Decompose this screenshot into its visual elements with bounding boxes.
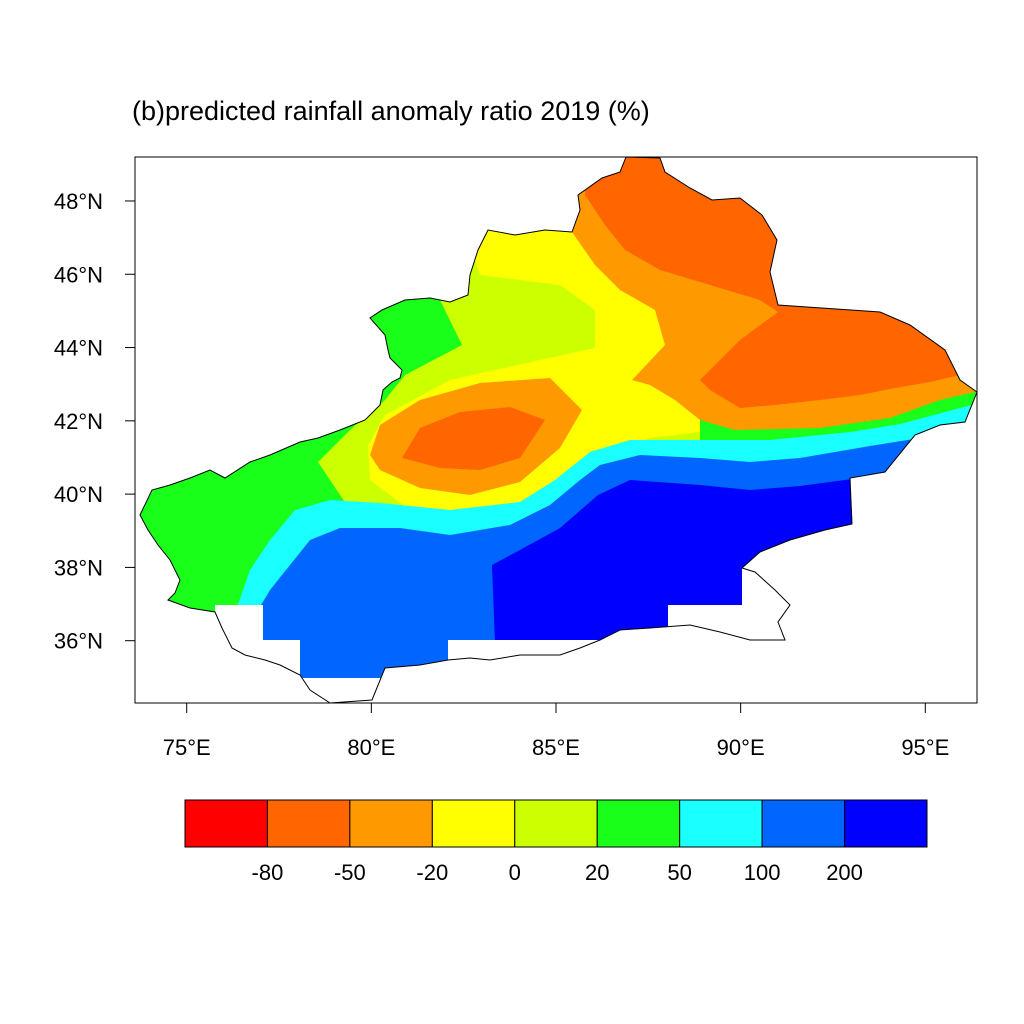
colorbar-swatch (431, 799, 516, 848)
y-tick-label: 42°N (54, 409, 103, 434)
x-tick-label: 95°E (901, 735, 949, 760)
missing-data-block (298, 678, 398, 703)
colorbar-label: -20 (416, 860, 448, 885)
colorbar-swatch (184, 799, 268, 848)
x-tick-label: 90°E (717, 735, 765, 760)
contour-field (140, 157, 977, 703)
y-tick-label: 44°N (54, 336, 103, 361)
missing-data-block (260, 640, 300, 703)
missing-data-block (742, 568, 802, 628)
contour-darkorange-central (402, 407, 545, 470)
map-axes: 75°E 80°E 85°E 90°E 95°E 36°N 38°N 40°N 42°N 44°N… (54, 189, 949, 760)
colorbar: -80 -50 -20 0 20 50 100 200 (184, 799, 928, 885)
missing-data-block (215, 605, 263, 703)
y-tick-label: 40°N (54, 482, 103, 507)
colorbar-label: 50 (667, 860, 691, 885)
x-tick-label: 80°E (347, 735, 395, 760)
colorbar-swatch (514, 799, 598, 848)
region-boundary (139, 156, 978, 704)
colorbar-swatch (349, 799, 433, 848)
colorbar-label: 200 (826, 860, 863, 885)
colorbar-swatch (844, 799, 928, 848)
colorbar-label: -80 (252, 860, 284, 885)
x-tick-label: 75°E (163, 735, 211, 760)
y-tick-label: 38°N (54, 555, 103, 580)
map-title: (b)predicted rainfall anomaly ratio 2019… (132, 96, 650, 126)
colorbar-label: 20 (585, 860, 609, 885)
x-tick-label: 85°E (532, 735, 580, 760)
colorbar-label: 100 (744, 860, 781, 885)
colorbar-swatch (266, 799, 351, 848)
colorbar-swatch (679, 799, 763, 848)
y-tick-label: 48°N (54, 189, 103, 214)
missing-data-block (496, 640, 606, 703)
colorbar-swatch (596, 799, 681, 848)
colorbar-label: 0 (509, 860, 521, 885)
colorbar-swatch (761, 799, 846, 848)
y-tick-label: 36°N (54, 629, 103, 654)
colorbar-label: -50 (334, 860, 366, 885)
y-tick-label: 46°N (54, 262, 103, 287)
missing-data-block (448, 640, 496, 703)
